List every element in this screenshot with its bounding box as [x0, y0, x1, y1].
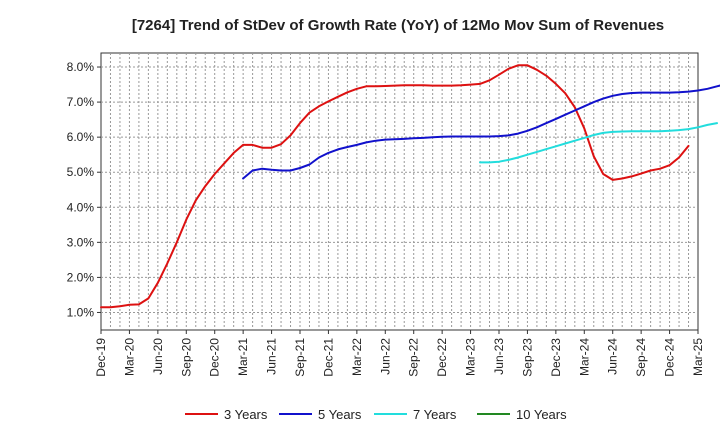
y-tick-label: 7.0% [67, 95, 95, 109]
plot-area [100, 52, 699, 331]
x-tick-label: Jun-21 [265, 338, 279, 375]
legend-item-3-years: 3 Years [185, 407, 268, 422]
x-axis: Dec-19 Mar-20 Jun-20 Sep-20 Dec-20 Mar-21 Jun-… [94, 330, 705, 377]
legend: 3 Years 5 Years 7 Years 10 Years [185, 407, 567, 422]
x-tick-label: Dec-21 [321, 338, 335, 377]
x-tick-label: Jun-24 [606, 338, 620, 375]
x-tick-label: Dec-22 [435, 338, 449, 377]
x-tick-label: Mar-20 [122, 338, 136, 376]
x-tick-label: Sep-22 [407, 338, 421, 377]
series-line-5-years [242, 84, 720, 180]
series-line-3-years [100, 64, 690, 309]
y-tick-label: 3.0% [67, 235, 95, 249]
x-tick-label: Jun-20 [151, 338, 165, 375]
legend-label: 3 Years [224, 407, 268, 422]
y-tick-label: 8.0% [67, 60, 95, 74]
legend-item-5-years: 5 Years [279, 407, 362, 422]
x-tick-label: Jun-23 [492, 338, 506, 375]
x-tick-label: Dec-23 [549, 338, 563, 377]
series-line-7-years [479, 122, 718, 164]
legend-label: 10 Years [516, 407, 567, 422]
y-axis: 1.0% 2.0% 3.0% 4.0% 5.0% 6.0% 7.0% 8.0% [67, 60, 101, 319]
x-tick-label: Dec-20 [208, 338, 222, 377]
x-tick-label: Sep-21 [293, 338, 307, 377]
x-tick-label: Mar-22 [350, 338, 364, 376]
y-tick-label: 6.0% [67, 130, 95, 144]
series-lines [100, 64, 720, 309]
x-tick-label: Mar-21 [236, 338, 250, 376]
y-tick-label: 4.0% [67, 200, 95, 214]
legend-label: 7 Years [413, 407, 457, 422]
x-tick-label: Mar-24 [577, 338, 591, 376]
x-tick-label: Mar-23 [464, 338, 478, 376]
y-tick-label: 2.0% [67, 270, 95, 284]
y-tick-label: 1.0% [67, 305, 95, 319]
x-tick-label: Sep-23 [520, 338, 534, 377]
grid [101, 53, 698, 330]
chart-title: [7264] Trend of StDev of Growth Rate (Yo… [132, 17, 664, 34]
x-tick-label: Sep-24 [634, 338, 648, 377]
legend-item-7-years: 7 Years [374, 407, 457, 422]
x-tick-label: Jun-22 [378, 338, 392, 375]
y-tick-label: 5.0% [67, 165, 95, 179]
x-tick-label: Mar-25 [691, 338, 705, 376]
x-tick-label: Dec-19 [94, 338, 108, 377]
legend-label: 5 Years [318, 407, 362, 422]
x-tick-label: Sep-20 [179, 338, 193, 377]
legend-item-10-years: 10 Years [477, 407, 567, 422]
x-tick-label: Dec-24 [663, 338, 677, 377]
